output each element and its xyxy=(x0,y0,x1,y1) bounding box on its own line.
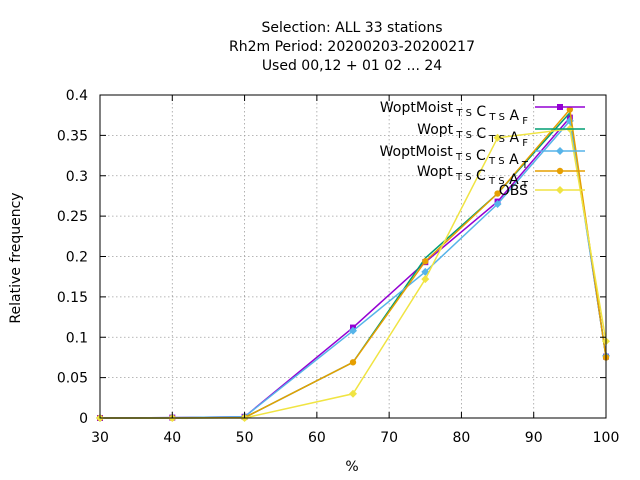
data-point xyxy=(421,275,430,284)
y-tick-label: 0.3 xyxy=(66,169,88,185)
legend-entry: WoptMoist T S C T S A T xyxy=(380,144,585,171)
series-2 xyxy=(100,111,607,419)
legend-sample-marker xyxy=(556,147,564,155)
data-point xyxy=(493,133,502,142)
title-line-1: Selection: ALL 33 stations xyxy=(261,20,442,36)
legend-label-part: C xyxy=(472,104,486,120)
x-tick-label: 90 xyxy=(525,430,543,446)
legend-label-sub: T S xyxy=(486,112,505,123)
legend-sample-marker xyxy=(557,104,563,110)
legend-label: WoptMoist T S C T S A T xyxy=(380,144,529,171)
legend-entry: Wopt T S C T S A F xyxy=(417,122,585,149)
legend-label-sub: F xyxy=(519,138,528,149)
legend-label-sub: T S xyxy=(453,108,472,119)
y-tick-label: 0.35 xyxy=(57,128,88,144)
data-point xyxy=(566,106,574,113)
legend-entry: WoptMoist T S C T S A F xyxy=(380,100,585,127)
legend-label-sub: T S xyxy=(453,130,472,141)
x-axis-label: % xyxy=(345,459,358,475)
x-tick-label: 60 xyxy=(308,430,326,446)
x-tick-label: 40 xyxy=(163,430,181,446)
legend-label-sub: T S xyxy=(453,172,472,183)
y-tick-label: 0.1 xyxy=(66,330,88,346)
x-tick-label: 30 xyxy=(91,430,109,446)
data-point xyxy=(494,190,501,197)
legend-label: OBS xyxy=(499,183,528,199)
legend-sample-marker xyxy=(556,186,564,194)
x-tick-label: 100 xyxy=(593,430,620,446)
data-point xyxy=(493,200,502,209)
y-tick-label: 0 xyxy=(79,411,88,427)
y-tick-label: 0.05 xyxy=(57,371,88,387)
x-tick-label: 80 xyxy=(453,430,471,446)
legend-label: Wopt T S C T S A F xyxy=(417,122,528,149)
grid xyxy=(100,95,606,418)
x-tick-label: 70 xyxy=(380,430,398,446)
x-tick-label: 50 xyxy=(236,430,254,446)
y-tick-label: 0.15 xyxy=(57,290,88,306)
legend-label-part: C xyxy=(472,168,486,184)
series-layer xyxy=(96,106,610,422)
legend-label-main: Wopt xyxy=(417,164,453,180)
legend-label-part: A xyxy=(505,152,519,168)
legend-label-main: OBS xyxy=(499,183,528,199)
series-line xyxy=(99,115,607,419)
legend-label-main: WoptMoist xyxy=(380,100,454,116)
series-line xyxy=(100,128,607,419)
legend-label-sub: T S xyxy=(486,156,505,167)
y-tick-label: 0.2 xyxy=(66,250,88,266)
legend-label: WoptMoist T S C T S A F xyxy=(380,100,528,127)
chart-title: Selection: ALL 33 stations Rh2m Period: … xyxy=(229,20,475,74)
y-tick-label: 0.4 xyxy=(66,88,88,104)
legend-label-main: Wopt xyxy=(417,122,453,138)
data-point xyxy=(349,389,357,398)
series-4 xyxy=(96,106,610,422)
legend-label-sub: T S xyxy=(453,152,472,163)
legend-label-part: C xyxy=(472,126,486,142)
series-line xyxy=(100,107,607,419)
series-1 xyxy=(97,114,609,421)
legend-label: Wopt T S C T S A T xyxy=(417,164,529,191)
legend-label-sub: T xyxy=(519,160,529,171)
axis-ticks: 30 40 50 60 70 80 90 100 0 0.05 0.1 0.15 0.2 0.25 0.3 0… xyxy=(57,88,620,446)
legend-label-sub: T S xyxy=(486,134,505,145)
series-3 xyxy=(96,116,610,422)
legend-label-sub: T xyxy=(519,180,529,191)
legend-entry: Wopt T S C T S A T xyxy=(417,164,585,191)
y-axis-label: Relative frequency xyxy=(8,192,24,323)
legend-entry: OBS xyxy=(499,183,585,199)
title-line-3: Used 00,12 + 01 02 ... 24 xyxy=(262,58,442,74)
y-tick-label: 0.25 xyxy=(57,209,88,225)
legend-label-part: A xyxy=(505,108,519,124)
legend-label-main: WoptMoist xyxy=(380,144,454,160)
legend-label-part: A xyxy=(505,130,519,146)
data-point xyxy=(349,359,357,366)
series-line xyxy=(99,119,607,419)
legend-label-sub: F xyxy=(519,116,528,127)
legend-sample-marker xyxy=(556,167,564,175)
legend-label-part: A xyxy=(505,172,519,188)
data-point xyxy=(349,326,357,335)
legend-label-sub: T S xyxy=(486,176,505,187)
legend-label-part: C xyxy=(472,148,486,164)
series-line xyxy=(100,111,607,419)
data-point xyxy=(422,258,429,265)
title-line-2: Rh2m Period: 20200203-20200217 xyxy=(229,39,475,55)
